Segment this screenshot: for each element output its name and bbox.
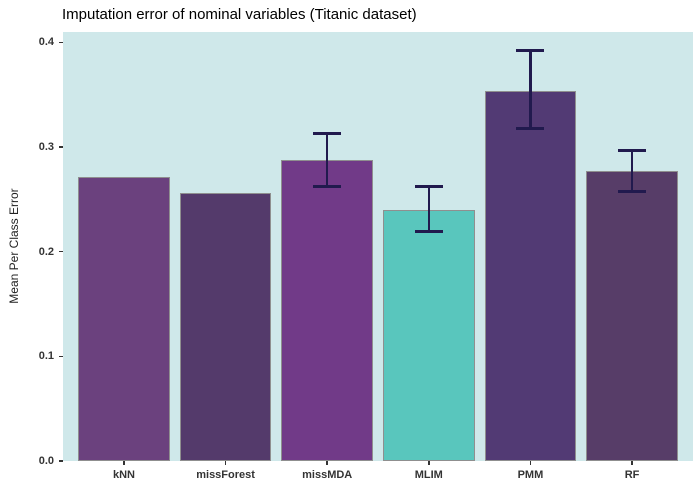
x-tick-mark: [123, 461, 125, 465]
bar-MLIM: [383, 209, 475, 461]
chart-title: Imputation error of nominal variables (T…: [62, 6, 417, 23]
y-tick-label: 0.2: [38, 245, 54, 258]
y-tick-label: 0.1: [38, 350, 54, 363]
error-bar-cap: [414, 185, 443, 189]
x-tick-label-RF: RF: [624, 469, 640, 481]
bar-kNN: [78, 177, 170, 461]
y-tick-mark: [59, 41, 63, 44]
x-tick-mark: [529, 461, 532, 465]
x-tick-label-kNN: kNN: [112, 469, 135, 481]
y-axis: 0.0 0.1 0.2 0.3 0.4: [0, 32, 63, 467]
y-tick-label: 0.0: [38, 455, 54, 467]
y-tick-mark: [59, 460, 63, 462]
error-bar-line: [325, 133, 329, 187]
error-bar-line: [529, 50, 532, 129]
y-tick-mark: [59, 146, 63, 148]
x-tick-label-missForest: missForest: [196, 469, 255, 481]
bar-PMM: [484, 90, 577, 461]
y-tick-mark: [59, 355, 63, 358]
error-bar-cap: [516, 126, 545, 130]
x-tick-label-missMDA: missMDA: [302, 469, 353, 481]
x-tick-mark: [631, 461, 633, 465]
error-bar-cap: [313, 131, 342, 135]
x-axis: kNN missForest missMDA MLIM PMM RF: [63, 461, 693, 497]
x-tick-mark: [428, 461, 430, 465]
error-bar-cap: [618, 189, 647, 193]
x-tick-mark: [326, 461, 328, 465]
error-bar-cap: [313, 185, 342, 189]
y-tick-label: 0.3: [38, 141, 54, 154]
error-bar-cap: [516, 49, 545, 53]
error-bar-cap: [414, 230, 443, 234]
y-tick-mark: [59, 250, 63, 253]
error-bar-line: [630, 150, 634, 192]
x-tick-mark: [224, 461, 227, 465]
plot-panel: [63, 32, 693, 461]
x-tick-label-PMM: PMM: [517, 469, 544, 481]
bar-RF: [586, 171, 678, 461]
error-bar-line: [427, 186, 431, 232]
y-tick-label: 0.4: [38, 36, 54, 49]
bar-missForest: [179, 193, 272, 461]
error-bar-cap: [618, 148, 647, 152]
x-tick-label-MLIM: MLIM: [414, 469, 443, 481]
bar-missMDA: [281, 159, 373, 461]
